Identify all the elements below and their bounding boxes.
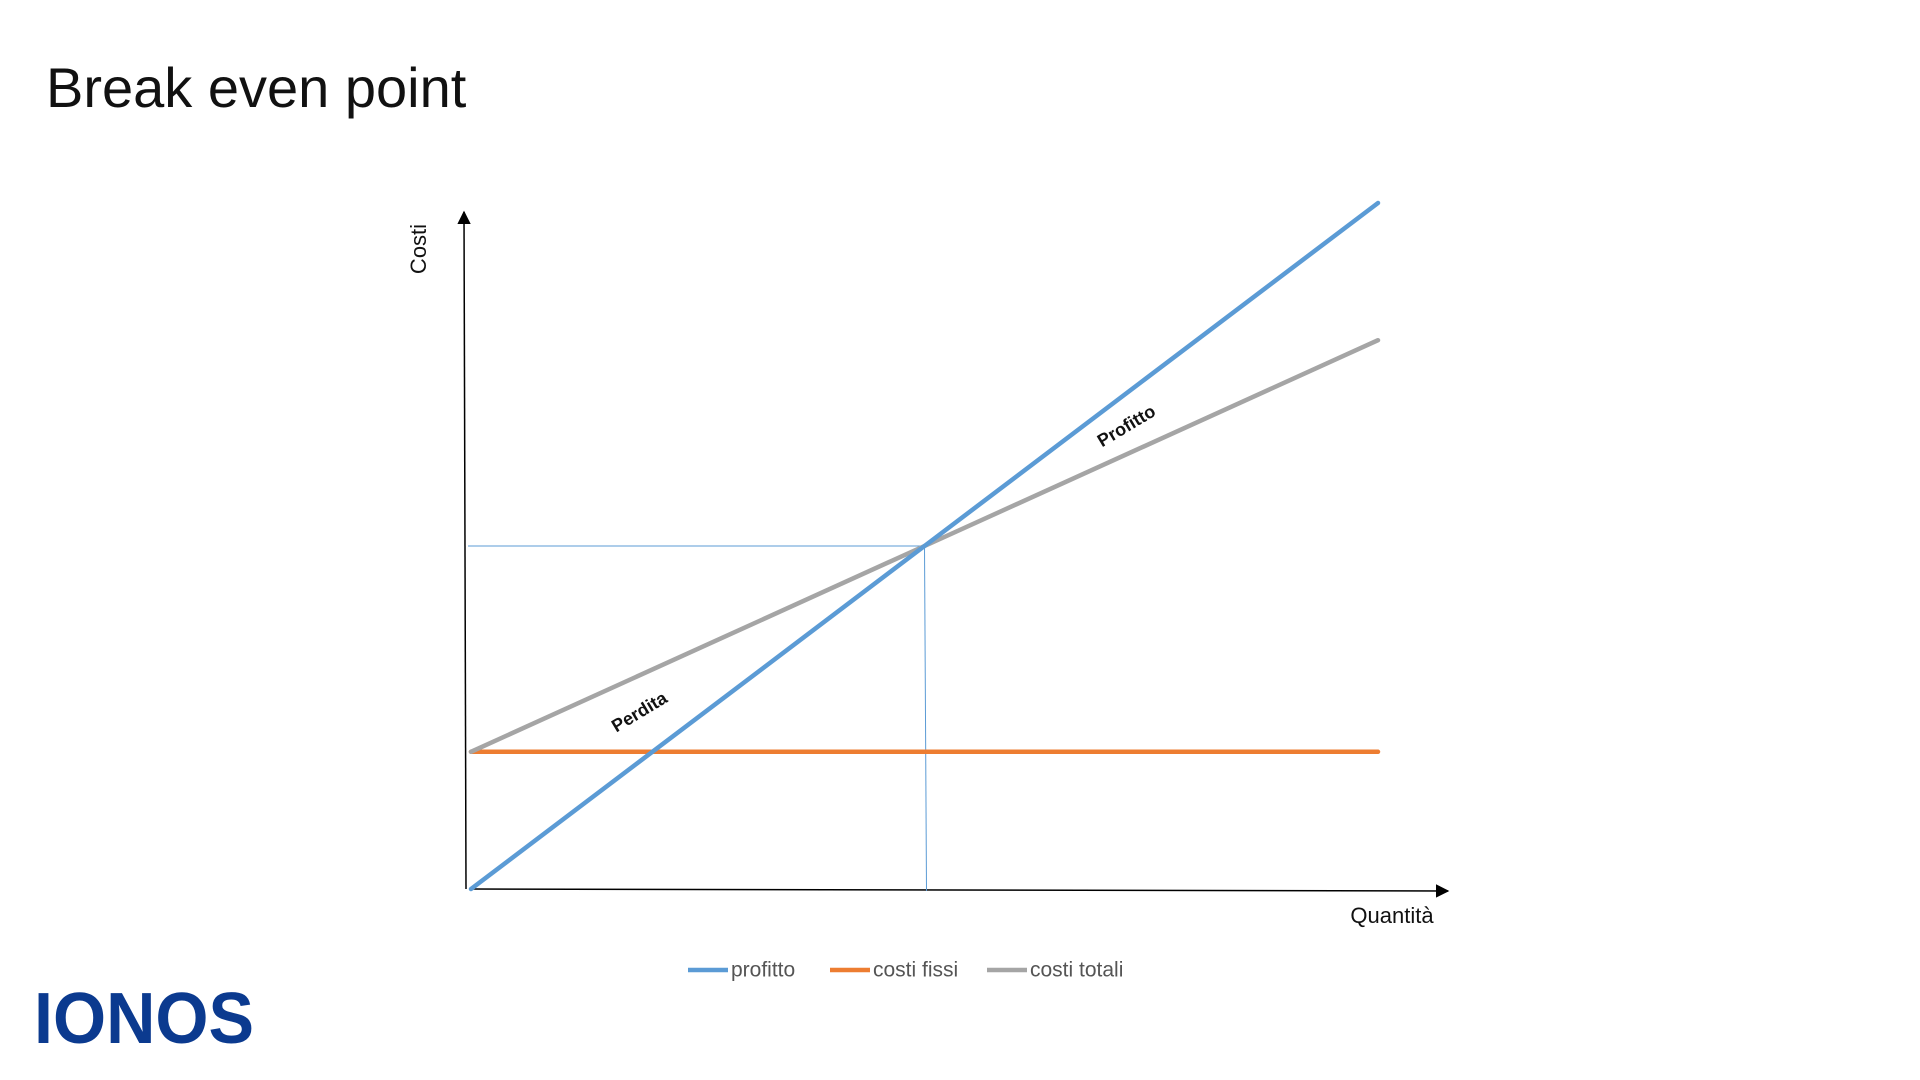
series-line — [468, 200, 1381, 892]
legend-label: profitto — [731, 959, 795, 982]
annotation: Perdita — [608, 687, 671, 736]
y-axis — [457, 210, 471, 890]
logo: IONOS — [34, 979, 254, 1059]
x-axis — [470, 884, 1450, 898]
legend-label: costi fissi — [873, 959, 958, 982]
guide-line — [924, 545, 927, 892]
chart-title: Break even point — [46, 56, 467, 119]
y-axis-label: Costi — [406, 224, 431, 274]
legend-label: costi totali — [1030, 959, 1123, 982]
x-axis-label: Quantità — [1350, 903, 1434, 928]
